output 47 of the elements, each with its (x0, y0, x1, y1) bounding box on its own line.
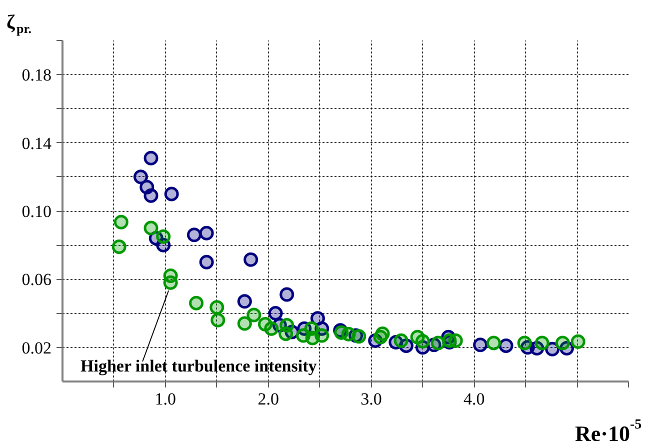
point (199, 226, 214, 240)
y-tick-label: 0.06 (22, 270, 52, 290)
x-tick-label: 1.0 (154, 390, 176, 408)
point (112, 240, 126, 254)
x-tick-label: 3.0 (360, 390, 382, 408)
point (237, 294, 252, 309)
point (314, 328, 330, 343)
point (144, 188, 158, 203)
y-tick-label: 0.02 (22, 338, 52, 358)
annotation: Higher inlet turbulence intensity (80, 356, 318, 376)
point (163, 275, 178, 290)
y-tick-label: 0.18 (22, 66, 52, 85)
point (486, 336, 501, 350)
point (199, 254, 214, 270)
point (210, 312, 226, 328)
point (264, 321, 279, 336)
point (278, 326, 294, 341)
point (144, 220, 158, 236)
point (570, 334, 586, 349)
point (517, 336, 532, 350)
point (164, 186, 179, 202)
point (415, 334, 430, 348)
point (210, 300, 224, 315)
point (352, 329, 366, 344)
point (186, 228, 202, 242)
x-tick-label: 4.0 (464, 390, 485, 408)
point (114, 214, 128, 230)
point (189, 296, 204, 310)
point (430, 336, 446, 350)
point (244, 252, 258, 267)
y-tick-label: 0.10 (22, 202, 52, 221)
y-tick-label: 0.14 (22, 134, 52, 153)
x-tick-label: 2.0 (258, 390, 279, 408)
point (133, 170, 148, 184)
point (555, 336, 570, 350)
point (375, 326, 390, 341)
point (237, 316, 252, 331)
point (156, 229, 171, 244)
point (534, 336, 550, 350)
point (280, 287, 294, 302)
point (144, 150, 158, 166)
point (448, 333, 463, 348)
point (246, 308, 262, 322)
point (394, 333, 408, 348)
point (498, 338, 514, 353)
point (473, 338, 488, 352)
point (268, 306, 283, 321)
